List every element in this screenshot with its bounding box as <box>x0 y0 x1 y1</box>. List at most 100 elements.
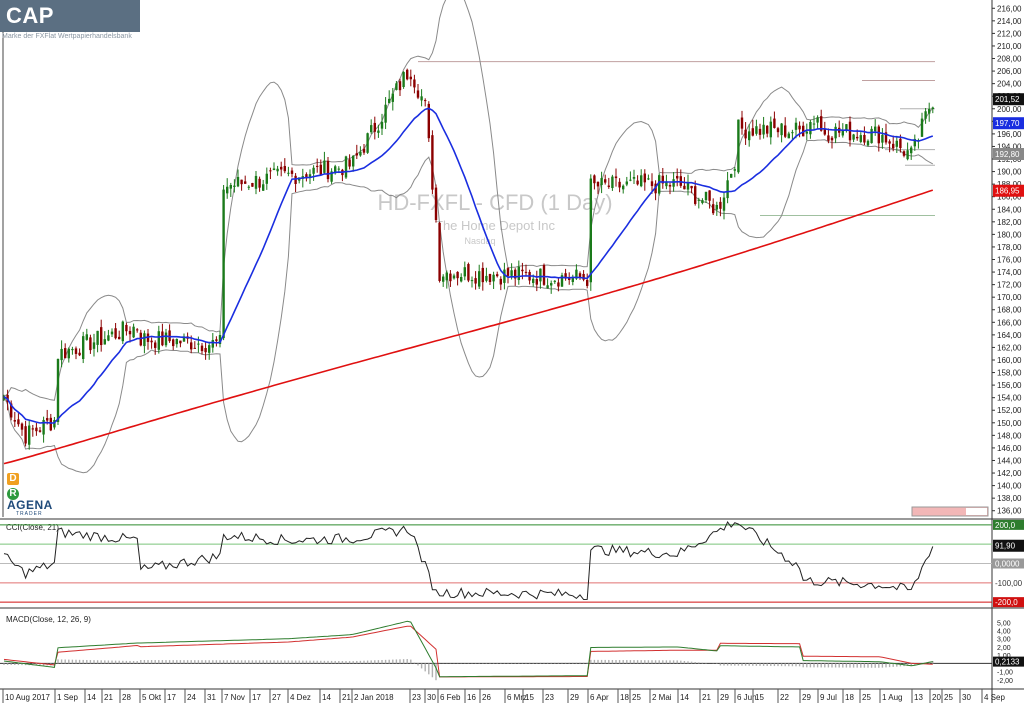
scroll-box <box>911 506 989 517</box>
candle-body <box>384 104 387 123</box>
candle-body <box>521 269 524 272</box>
candle-body <box>143 333 146 347</box>
candle-body <box>35 427 38 432</box>
cci-level-label: 0,0000 <box>995 560 1020 569</box>
candle-body <box>701 200 704 204</box>
candle-body <box>197 343 200 345</box>
candle-body <box>514 269 517 279</box>
bollinger-upper-line <box>3 0 934 401</box>
candle-body <box>737 119 740 173</box>
x-tick-label: 27 <box>272 693 281 702</box>
y-tick-label: 194,00 <box>997 142 1022 151</box>
candle-body <box>316 165 319 167</box>
y-tick-label: 186,00 <box>997 193 1022 202</box>
candle-body <box>784 125 787 137</box>
candle-body <box>546 285 549 289</box>
candle-body <box>175 338 178 345</box>
candle-body <box>326 160 330 180</box>
x-tick-label: 6 Apr <box>590 693 609 702</box>
x-tick-label: 4 Sep <box>984 693 1005 702</box>
candle-body <box>434 187 438 221</box>
x-tick-label: 7 Nov <box>224 693 245 702</box>
candle-body <box>38 430 42 432</box>
candle-body <box>762 124 765 135</box>
sma-slow-price-label-box <box>993 184 1024 197</box>
d-badge-icon[interactable]: D <box>7 473 19 485</box>
macd-y-tick-label: -2,00 <box>997 678 1013 685</box>
candle-body <box>49 417 52 431</box>
candle-body <box>708 190 711 201</box>
y-tick-label: 158,00 <box>997 369 1022 378</box>
candle-body <box>251 182 254 187</box>
candle-body <box>272 168 276 171</box>
last-price-label-box <box>993 93 1024 106</box>
candle-body <box>265 173 268 184</box>
candle-body <box>812 123 816 125</box>
candle-body <box>899 138 902 149</box>
candle-body <box>258 178 261 188</box>
candle-body <box>89 337 92 351</box>
candle-body <box>204 348 207 353</box>
candle-body <box>388 98 391 104</box>
x-tick-label: 25 <box>862 693 871 702</box>
sma-fast-line <box>3 107 934 424</box>
candle-body <box>24 426 27 444</box>
candle-body <box>431 135 434 190</box>
candle-body <box>816 117 819 123</box>
candle-body <box>82 336 85 360</box>
y-tick-label: 148,00 <box>997 431 1022 440</box>
candle-body <box>330 171 333 182</box>
y-tick-label: 188,00 <box>997 180 1022 189</box>
candle-body <box>13 420 16 422</box>
candle-body <box>539 268 542 282</box>
candle-body <box>604 179 607 183</box>
candle-body <box>294 175 297 184</box>
candle-body <box>830 137 834 141</box>
candle-body <box>182 336 186 342</box>
candle-body <box>118 336 121 340</box>
candle-body <box>28 425 31 445</box>
candle-body <box>906 150 909 160</box>
y-tick-label: 184,00 <box>997 205 1022 214</box>
candle-body <box>895 140 898 147</box>
candle-body <box>593 175 596 184</box>
candle-body <box>650 181 654 187</box>
candle-body <box>398 81 402 91</box>
candle-body <box>110 331 114 335</box>
candle-body <box>618 181 621 188</box>
candle-body <box>632 177 636 179</box>
candle-body <box>622 185 625 190</box>
candle-body <box>640 175 643 187</box>
candle-body <box>344 156 348 178</box>
candle-body <box>672 179 675 187</box>
candle-body <box>172 339 175 347</box>
candle-body <box>564 273 567 279</box>
candle-body <box>852 134 855 140</box>
candle-body <box>355 153 358 156</box>
bollinger-price-label-box <box>993 147 1024 160</box>
macd-title: MACD(Close, 12, 26, 9) <box>6 615 91 624</box>
candle-body <box>874 126 877 132</box>
candle-body <box>240 179 243 185</box>
x-tick-label: 17 <box>167 693 176 702</box>
x-tick-label: 28 <box>122 693 131 702</box>
cci-level-box <box>993 519 1024 530</box>
candle-body <box>870 128 873 144</box>
candle-body <box>218 334 222 345</box>
candle-body <box>438 222 441 281</box>
candle-body <box>276 168 279 172</box>
x-tick-label: 29 <box>570 693 579 702</box>
candle-body <box>686 182 690 190</box>
candle-body <box>290 170 294 174</box>
candle-body <box>694 186 697 204</box>
y-tick-label: 160,00 <box>997 356 1022 365</box>
candle-body <box>312 167 315 174</box>
r-badge-icon[interactable]: R <box>7 488 19 500</box>
y-tick-label: 190,00 <box>997 168 1022 177</box>
candle-body <box>470 280 474 282</box>
x-tick-label: 6 Feb <box>440 693 461 702</box>
candle-body <box>568 278 571 281</box>
cci-level-box <box>993 597 1024 608</box>
y-tick-label: 180,00 <box>997 230 1022 239</box>
